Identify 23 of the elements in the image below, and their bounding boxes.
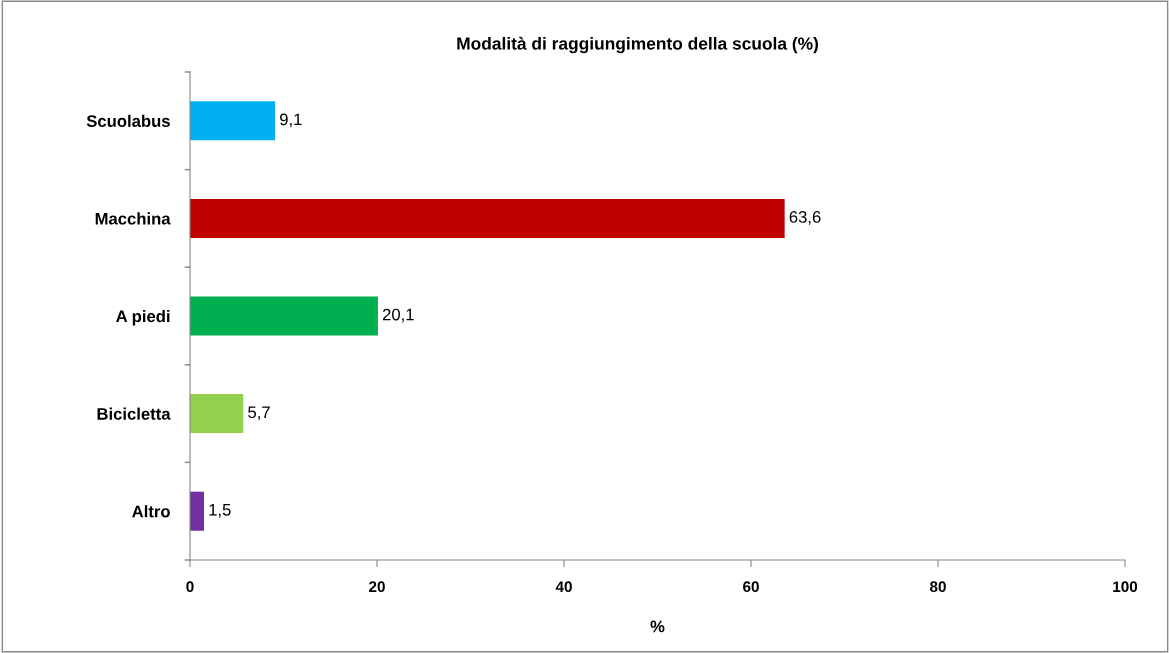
y-tick-label: Macchina	[95, 212, 171, 225]
x-tick-label: 0	[186, 581, 194, 593]
bar	[190, 491, 205, 531]
bar	[190, 101, 276, 141]
x-tick-label: 20	[369, 581, 385, 593]
y-tick-label: Scuolabus	[86, 114, 170, 127]
x-tick-label: 40	[555, 581, 572, 593]
data-label: 1,5	[209, 504, 231, 518]
bar	[190, 296, 378, 336]
bar	[190, 394, 244, 434]
y-tick-label: Altro	[132, 505, 170, 518]
x-axis-title: %	[650, 620, 665, 633]
x-tick-label: 60	[743, 581, 759, 593]
data-label: 63,6	[789, 211, 821, 225]
chart-title: Modalità di raggiungimento della scuola (%)	[457, 36, 818, 54]
data-label: 9,1	[280, 113, 302, 128]
y-tick-label: A piedi	[116, 309, 170, 326]
x-tick-label: 100	[1113, 581, 1138, 593]
bar	[190, 198, 785, 238]
y-tick-label: Bicicletta	[97, 407, 171, 420]
data-label: 20,1	[382, 308, 414, 323]
x-tick-label: 80	[929, 581, 946, 593]
data-label: 5,7	[248, 406, 270, 421]
